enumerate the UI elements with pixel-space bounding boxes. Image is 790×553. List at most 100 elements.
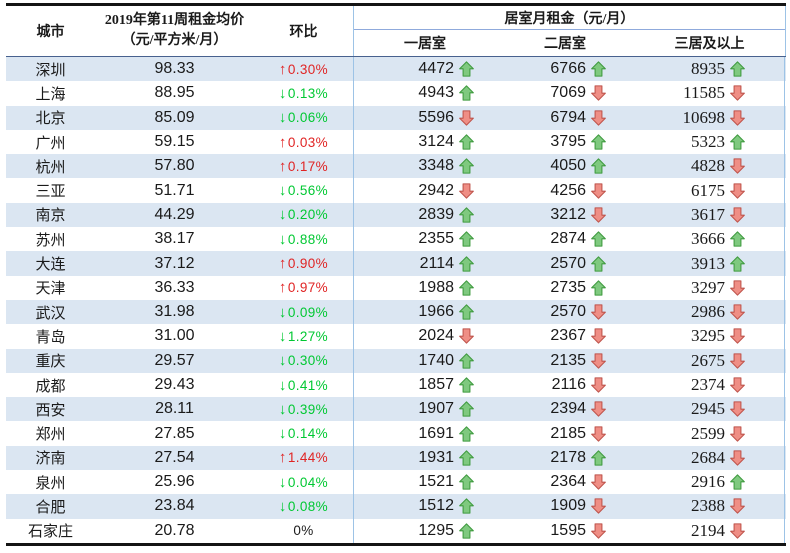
rent-value: 1512 <box>418 497 454 515</box>
wow-cell: ↓ 0.09% <box>254 300 353 324</box>
up-block-arrow-icon <box>591 255 606 272</box>
wow-cell: ↓ 0.30% <box>254 349 353 373</box>
price-cell: 88.95 <box>154 84 195 102</box>
rent-value: 4943 <box>418 84 454 102</box>
two-bed-rent-cell: 1909 <box>496 494 634 518</box>
rent-value: 3212 <box>550 205 586 223</box>
city-cell: 南京 <box>35 208 66 225</box>
wow-value: 0.30% <box>287 61 329 77</box>
down-block-arrow-icon <box>730 377 745 393</box>
three-bed-rent-cell: 8935 <box>634 57 785 82</box>
down-block-arrow-icon <box>591 401 606 417</box>
wow-down-arrow-icon: ↓ <box>278 182 287 200</box>
rent-value: 2916 <box>691 472 725 492</box>
price-cell: 29.43 <box>154 376 195 393</box>
down-block-arrow-icon <box>591 353 606 369</box>
city-cell: 成都 <box>35 378 66 395</box>
city-cell: 泉州 <box>35 475 66 492</box>
one-bed-rent-cell: 1740 <box>354 349 496 373</box>
table-row: 北京 85.09 ↓ 0.06% 5596 6794 10698 <box>6 105 786 130</box>
two-bed-rent-cell: 2185 <box>496 421 634 445</box>
three-bed-rent-cell: 11585 <box>634 81 785 106</box>
rent-value: 2945 <box>691 399 725 419</box>
up-block-arrow-icon <box>459 61 474 77</box>
city-cell: 石家庄 <box>27 524 73 541</box>
rent-value: 3617 <box>691 204 725 224</box>
header-two-bed: 二居室 <box>544 37 586 52</box>
section-divider <box>353 202 354 228</box>
down-block-arrow-icon <box>591 523 606 539</box>
two-bed-rent-cell: 2735 <box>496 276 634 300</box>
wow-cell: ↑ 0.03% <box>254 130 353 154</box>
table-body: 深圳 98.33 ↑ 0.30% 4472 6766 8935 上海 88.95 ↓ 0.13% 49… <box>6 57 786 543</box>
one-bed-rent-cell: 4943 <box>354 81 496 105</box>
table-row: 泉州 25.96 ↓ 0.04% 1521 2364 2916 <box>6 470 786 495</box>
two-bed-rent-cell: 7069 <box>496 81 634 105</box>
wow-value: 0.09% <box>287 304 329 320</box>
section-divider <box>353 348 354 373</box>
three-bed-rent-cell: 2986 <box>634 299 785 325</box>
down-block-arrow-icon <box>591 474 606 490</box>
price-cell: 27.85 <box>154 424 195 442</box>
table-row: 石家庄 20.78 0% 1295 1595 2194 <box>6 518 786 543</box>
three-bed-rent-cell: 2194 <box>634 518 785 543</box>
header-avg-price-line1: 2019年第11周租金均价 <box>104 12 245 28</box>
wow-down-arrow-icon: ↓ <box>278 84 287 102</box>
one-bed-rent-cell: 1857 <box>354 373 496 397</box>
up-block-arrow-icon <box>459 85 474 102</box>
two-bed-rent-cell: 6794 <box>496 106 634 130</box>
section-divider <box>353 372 354 398</box>
section-divider <box>353 81 354 106</box>
wow-cell: ↓ 0.39% <box>254 397 353 421</box>
three-bed-rent-cell: 3297 <box>634 275 785 300</box>
wow-cell: ↑ 0.90% <box>254 251 353 275</box>
one-bed-rent-cell: 2942 <box>354 178 496 202</box>
rent-value: 2599 <box>691 423 725 443</box>
wow-up-arrow-icon: ↑ <box>278 157 287 175</box>
header-room-rent-group: 居室月租金（元/月） <box>354 6 785 30</box>
price-cell: 23.84 <box>154 497 195 515</box>
one-bed-rent-cell: 1512 <box>354 494 496 518</box>
wow-value: 0.06% <box>287 110 329 126</box>
rent-value: 8935 <box>691 59 725 79</box>
rent-value: 4256 <box>550 181 586 199</box>
wow-up-arrow-icon: ↑ <box>278 449 287 467</box>
wow-down-arrow-icon: ↓ <box>278 425 287 443</box>
up-block-arrow-icon <box>459 498 474 515</box>
price-cell: 27.54 <box>154 448 195 466</box>
rent-value: 2178 <box>550 448 586 466</box>
price-cell: 20.78 <box>154 521 195 539</box>
rent-value: 1966 <box>418 303 454 321</box>
rent-value: 3297 <box>691 277 725 297</box>
wow-value: 1.44% <box>287 450 329 466</box>
one-bed-rent-cell: 2839 <box>354 203 496 227</box>
up-block-arrow-icon <box>459 450 474 466</box>
section-divider <box>353 518 354 543</box>
table-row: 大连 37.12 ↑ 0.90% 2114 2570 3913 <box>6 251 786 276</box>
table-row: 青岛 31.00 ↓ 1.27% 2024 2367 3295 <box>6 324 786 349</box>
rent-value: 1857 <box>418 376 454 393</box>
table-row: 西安 28.11 ↓ 0.39% 1907 2394 2945 <box>6 397 786 422</box>
wow-down-arrow-icon: ↓ <box>278 352 287 370</box>
wow-cell: ↑ 0.97% <box>254 276 353 300</box>
table-row: 杭州 57.80 ↑ 0.17% 3348 4050 4828 <box>6 154 786 179</box>
wow-down-arrow-icon: ↓ <box>278 303 287 321</box>
up-block-arrow-icon <box>459 377 474 393</box>
city-cell: 大连 <box>35 257 66 274</box>
wow-value: 0.13% <box>287 85 329 101</box>
down-block-arrow-icon <box>730 401 745 417</box>
two-bed-rent-cell: 4050 <box>496 154 634 178</box>
wow-value: 0.04% <box>287 474 329 490</box>
price-cell: 37.12 <box>154 254 195 272</box>
wow-value: 0.30% <box>287 353 329 369</box>
city-cell: 西安 <box>35 402 66 419</box>
three-bed-rent-cell: 5323 <box>634 129 785 155</box>
down-block-arrow-icon <box>591 425 606 442</box>
city-cell: 苏州 <box>35 232 66 249</box>
wow-cell: ↓ 0.06% <box>254 106 353 130</box>
one-bed-rent-cell: 1966 <box>354 300 496 324</box>
up-block-arrow-icon <box>459 304 474 320</box>
rent-value: 2194 <box>691 520 725 540</box>
wow-cell: ↓ 0.41% <box>254 373 353 397</box>
down-block-arrow-icon <box>591 207 606 223</box>
